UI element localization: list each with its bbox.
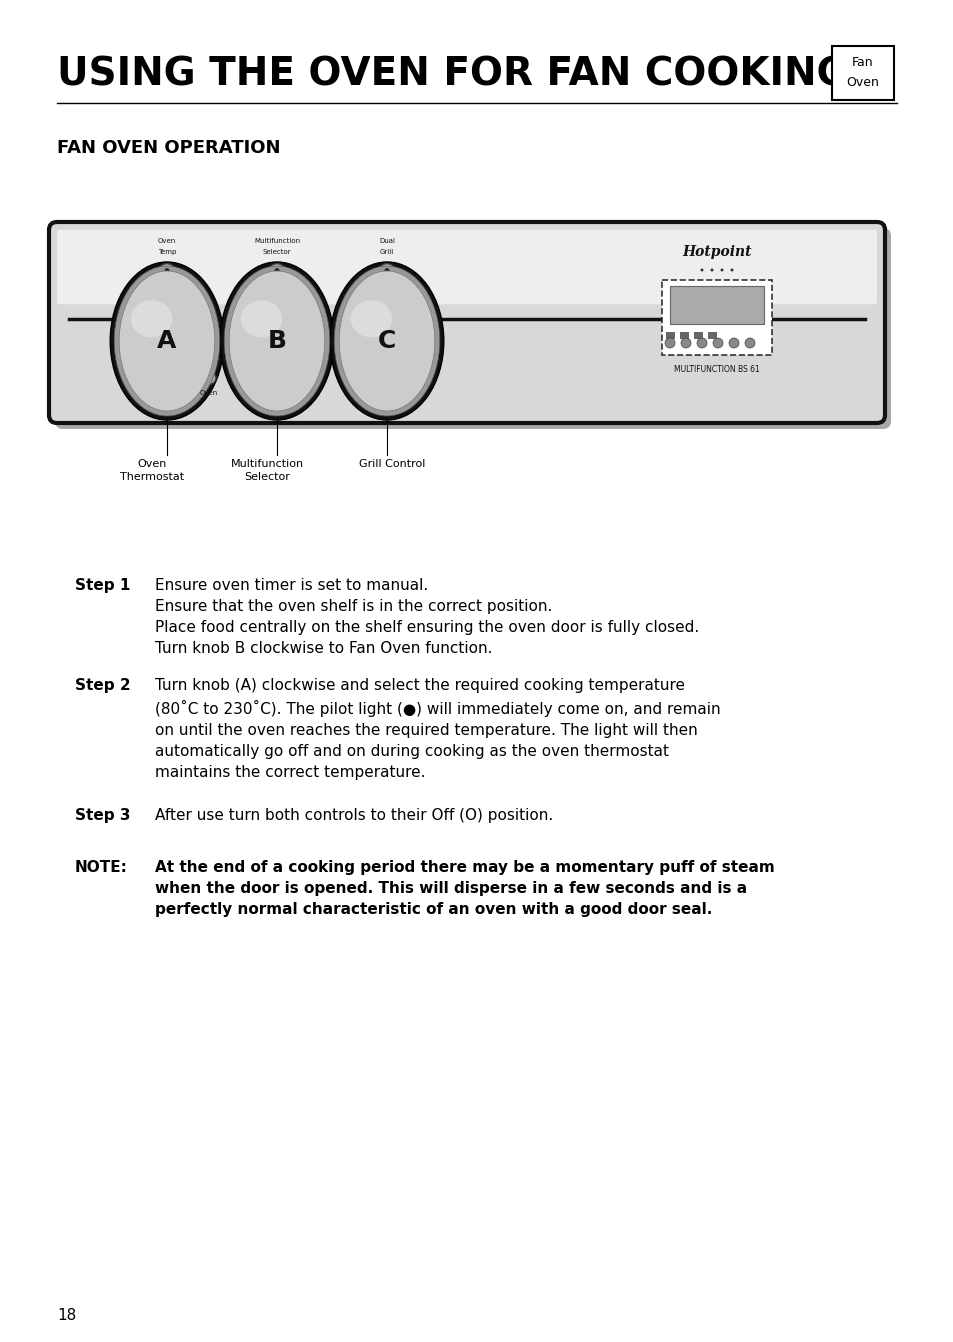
FancyBboxPatch shape [49,221,884,423]
Ellipse shape [202,372,215,385]
Ellipse shape [224,266,330,416]
Text: Step 1: Step 1 [75,578,131,593]
Bar [665,331,675,340]
FancyBboxPatch shape [55,228,890,429]
Text: Selector: Selector [244,472,290,482]
Text: Turn knob (A) clockwise and select the required cooking temperature
(80˚C to 230: Turn knob (A) clockwise and select the r… [154,678,720,780]
Ellipse shape [240,301,282,337]
Text: MULTIFUNCTION BS 61: MULTIFUNCTION BS 61 [674,365,760,374]
FancyBboxPatch shape [57,229,876,305]
Text: FAN OVEN OPERATION: FAN OVEN OPERATION [57,140,280,157]
Bar [661,280,771,356]
Text: Thermostat: Thermostat [120,472,184,482]
Circle shape [384,268,389,274]
Ellipse shape [159,263,174,278]
Text: 18: 18 [57,1307,76,1322]
Text: Oven: Oven [200,391,218,396]
Circle shape [710,268,713,271]
Circle shape [664,338,675,348]
Text: At the end of a cooking period there may be a momentary puff of steam
when the d: At the end of a cooking period there may… [154,860,774,917]
Circle shape [274,268,279,274]
Ellipse shape [119,271,214,411]
Text: A: A [157,329,176,353]
Text: Dual: Dual [378,238,395,244]
Text: USING THE OVEN FOR FAN COOKING: USING THE OVEN FOR FAN COOKING [57,56,847,94]
Circle shape [728,338,739,348]
Text: Oven: Oven [845,76,879,90]
Circle shape [164,268,170,274]
Ellipse shape [220,262,334,420]
Text: Ensure oven timer is set to manual.
Ensure that the oven shelf is in the correct: Ensure oven timer is set to manual. Ensu… [154,578,699,656]
Text: Fan: Fan [851,55,873,68]
Text: Oven: Oven [157,238,176,244]
Ellipse shape [330,262,443,420]
Ellipse shape [269,263,285,278]
Text: Oven: Oven [137,459,167,468]
Circle shape [744,338,754,348]
Text: Multifunction: Multifunction [231,459,303,468]
Ellipse shape [111,262,224,420]
Ellipse shape [114,266,219,416]
Text: Hotpoint: Hotpoint [681,246,751,259]
Text: Selector: Selector [262,250,291,255]
Ellipse shape [334,266,439,416]
Bar [693,331,702,340]
Text: Grill: Grill [379,250,394,255]
Bar [831,46,893,101]
Ellipse shape [131,301,172,337]
Bar [679,331,688,340]
Text: NOTE:: NOTE: [75,860,128,875]
Text: After use turn both controls to their Off (O) position.: After use turn both controls to their Of… [154,808,553,823]
Text: Step 2: Step 2 [75,678,131,692]
Circle shape [680,338,690,348]
Text: Step 3: Step 3 [75,808,131,823]
Bar [707,331,717,340]
Text: Multifunction: Multifunction [253,238,300,244]
Circle shape [730,268,733,271]
Text: Temp: Temp [157,250,176,255]
Circle shape [712,338,722,348]
Text: C: C [377,329,395,353]
Circle shape [700,268,702,271]
Circle shape [720,268,722,271]
Bar [669,286,763,323]
Circle shape [697,338,706,348]
Ellipse shape [229,271,324,411]
Text: Grill Control: Grill Control [358,459,425,468]
Ellipse shape [378,263,395,278]
Ellipse shape [351,301,392,337]
Text: B: B [267,329,286,353]
Ellipse shape [339,271,435,411]
